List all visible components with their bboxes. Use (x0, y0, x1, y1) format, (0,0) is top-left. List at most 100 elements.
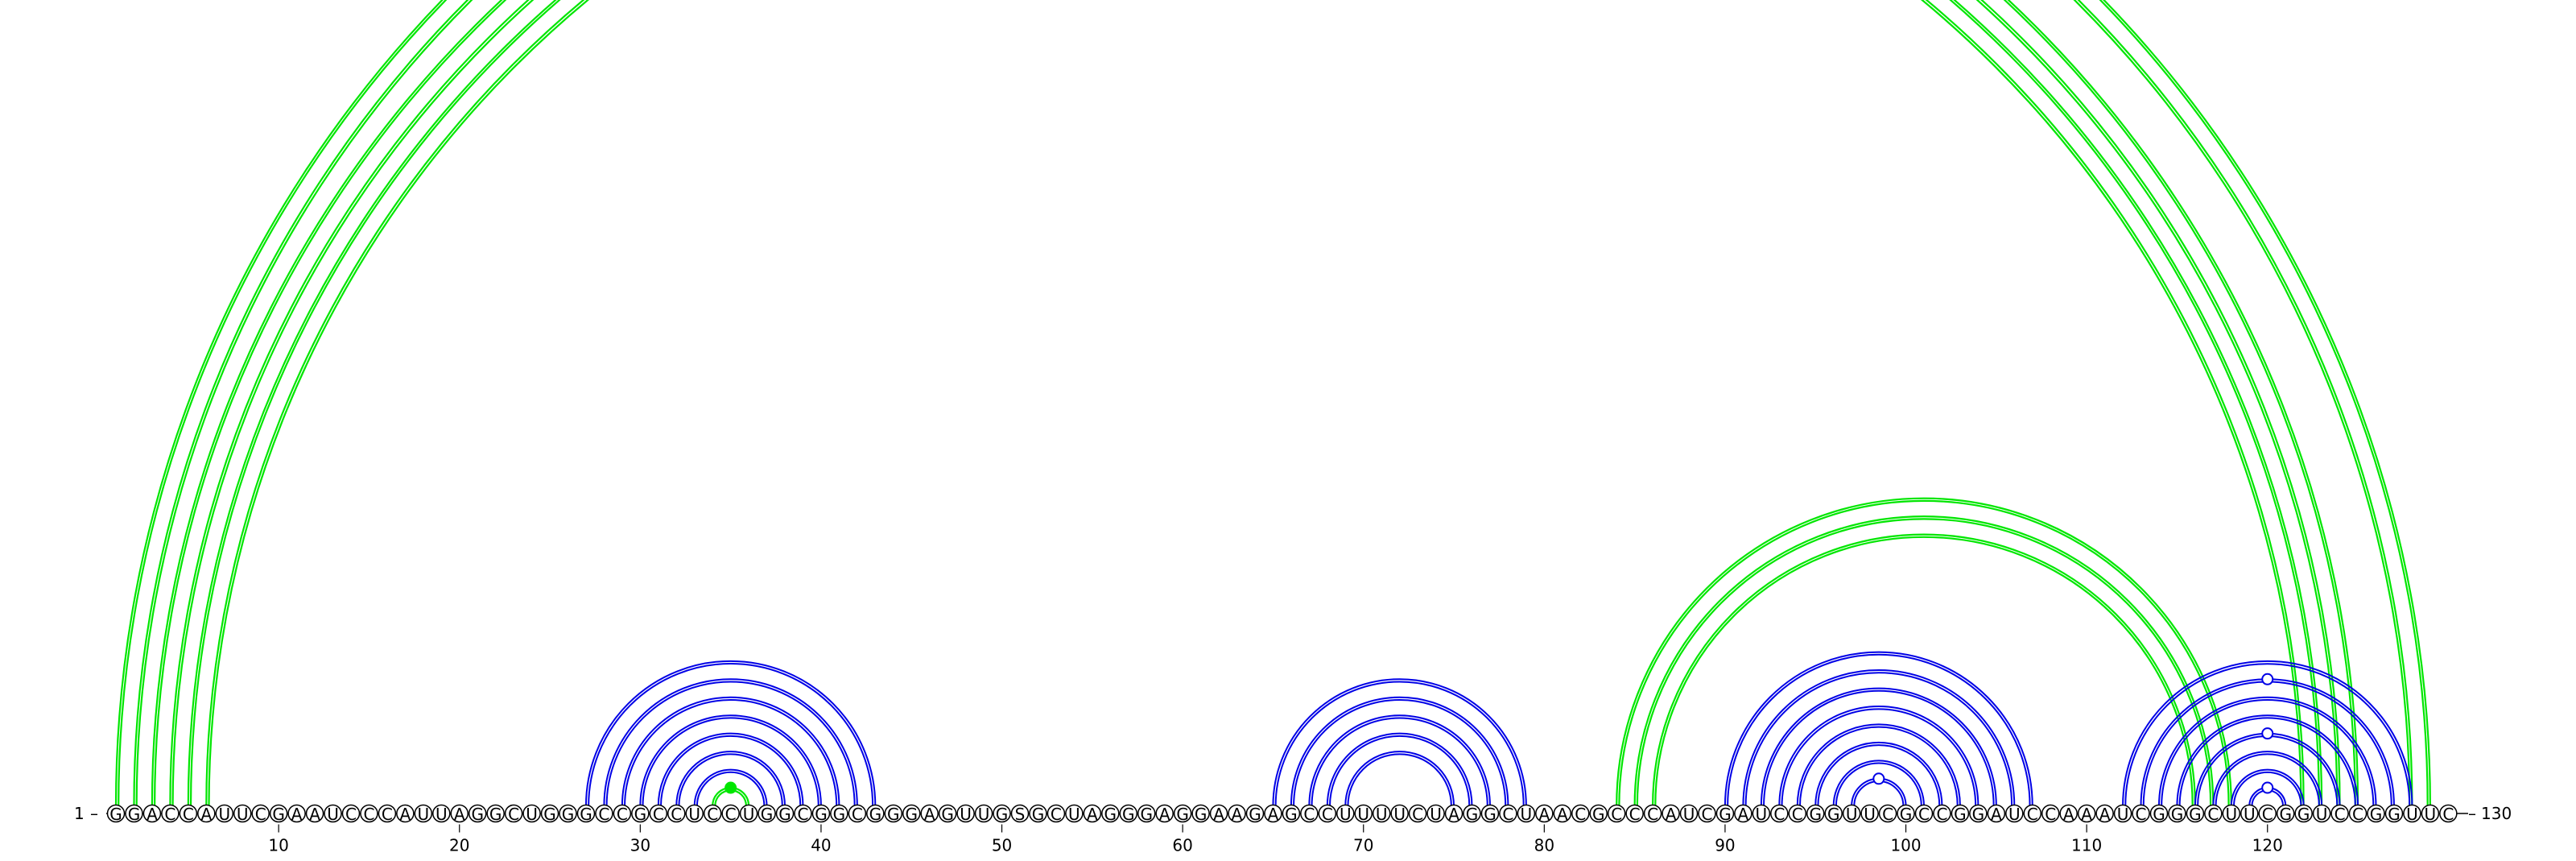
pair-arc-27-43 (584, 660, 877, 806)
pair-arc-3-125 (151, 0, 2359, 806)
nucleotide-114: G (2153, 805, 2165, 824)
pair-arc-1-129 (114, 0, 2431, 806)
pair-arc-117-123-inner-line (2215, 753, 2320, 806)
nucleotide-84-circle (1607, 804, 1626, 823)
nucleotide-1: G (109, 805, 122, 824)
pair-arc-3-125-inner-line (154, 0, 2356, 806)
nucleotide-20: A (454, 805, 465, 824)
nucleotide-93: C (1773, 805, 1785, 824)
nucleotide-53: C (1051, 805, 1062, 824)
nucleotide-53-circle (1046, 804, 1066, 823)
nucleotide-50: G (996, 805, 1009, 824)
arc-marker-4 (2261, 673, 2274, 685)
tick-label-90: 90 (1715, 836, 1735, 855)
nucleotide-60-circle (1173, 804, 1192, 823)
pair-arc-94-103-inner-line (1798, 726, 1959, 806)
nucleotide-22: G (489, 805, 502, 824)
nucleotide-99-circle (1878, 804, 1897, 823)
nucleotide-87-circle (1662, 804, 1680, 823)
tick-label-100: 100 (1890, 836, 1921, 855)
position-ticks: 10 20 30 40 50 60 70 80 90 100 110 120 (268, 824, 2283, 855)
pair-arc-6-122 (205, 0, 2305, 806)
nucleotide-95: G (1809, 805, 1822, 824)
tick-label-20: 20 (449, 836, 469, 855)
pair-arc-2-128-inner-line (135, 0, 2411, 806)
nucleotide-128-circle (2403, 804, 2421, 823)
nucleotide-17: A (400, 805, 411, 824)
nucleotide-86-circle (1643, 804, 1662, 823)
nucleotide-98-circle (1860, 804, 1879, 823)
nucleotide-52: G (1032, 805, 1045, 824)
arc-marker-3 (1872, 772, 1885, 785)
nucleotide-105-circle (1987, 804, 2006, 823)
nucleotide-46-circle (920, 804, 939, 823)
nucleotide-116: G (2189, 805, 2202, 824)
nucleotide-14-circle (341, 804, 361, 823)
nucleotide-111: A (2099, 805, 2111, 824)
nucleotide-121: G (2279, 805, 2292, 824)
nucleotide-4-circle (161, 804, 180, 823)
nucleotide-101: C (1918, 805, 1930, 824)
nucleotide-74: U (1430, 805, 1442, 824)
nucleotide-60: G (1176, 805, 1189, 824)
nucleotide-84: C (1611, 805, 1622, 824)
pair-arc-118-122 (2230, 768, 2305, 806)
nucleotide-113: C (2136, 805, 2147, 824)
nucleotide-87: A (1666, 805, 1677, 824)
nucleotide-56: G (1104, 805, 1117, 824)
nucleotide-30: G (634, 805, 647, 824)
nucleotide-16: C (382, 805, 393, 824)
nucleotide-69: U (1340, 805, 1352, 824)
nucleotide-58-circle (1137, 804, 1156, 823)
pair-arc-85-117 (1633, 515, 2215, 806)
nucleotide-42-circle (848, 804, 867, 823)
pair-arc-31-39 (657, 732, 804, 806)
pair-arc-112-128-inner-line (2124, 663, 2411, 806)
nucleotide-30-circle (631, 804, 650, 823)
nucleotide-91: A (1738, 805, 1749, 824)
nucleotide-28: C (598, 805, 609, 824)
nucleotide-61-circle (1191, 804, 1210, 823)
nucleotide-110: A (2081, 805, 2092, 824)
nucleotide-69-circle (1336, 804, 1355, 823)
nucleotide-102: C (1936, 805, 1947, 824)
pair-arc-115-125 (2176, 714, 2359, 806)
nucleotide-122-circle (2294, 804, 2313, 823)
nucleotide-108: C (2045, 805, 2056, 824)
nucleotide-35-circle (721, 804, 740, 823)
nucleotide-44-circle (884, 804, 903, 823)
nucleotide-36: U (743, 805, 755, 824)
nucleotide-49-circle (974, 804, 993, 823)
pair-arc-65-79-inner-line (1274, 681, 1525, 806)
nucleotide-64-circle (1245, 804, 1265, 823)
pair-arc-86-116 (1652, 533, 2196, 806)
nucleotide-18-circle (414, 804, 433, 823)
pair-arc-85-117-inner-line (1636, 518, 2212, 806)
nucleotide-49: U (978, 805, 990, 824)
tick-label-60: 60 (1172, 836, 1192, 855)
nucleotide-97-circle (1842, 804, 1861, 823)
pair-arc-65-79 (1272, 678, 1527, 806)
nucleotide-10: G (272, 805, 285, 824)
nucleotide-66-circle (1282, 804, 1301, 823)
arc-marker-5 (2261, 727, 2274, 740)
nucleotide-123-circle (2312, 804, 2331, 823)
nucleotide-20-circle (450, 804, 469, 823)
nucleotide-2: G (128, 805, 141, 824)
nucleotide-6: A (200, 805, 212, 824)
pair-arc-28-42-inner-line (605, 681, 856, 806)
pair-arc-30-40 (639, 714, 822, 806)
nucleotide-21: G (471, 805, 484, 824)
nucleotide-102-circle (1933, 804, 1951, 823)
pair-arc-93-104 (1778, 705, 1979, 806)
nucleotide-57-circle (1119, 804, 1138, 823)
nucleotide-9: C (255, 805, 266, 824)
arc-marker-2 (724, 781, 737, 794)
nucleotide-73-circle (1408, 804, 1427, 823)
nucleotide-40: G (815, 805, 828, 824)
nucleotide-29: C (617, 805, 628, 824)
nucleotide-115-circle (2168, 804, 2186, 823)
pair-arc-84-118-inner-line (1618, 499, 2230, 806)
